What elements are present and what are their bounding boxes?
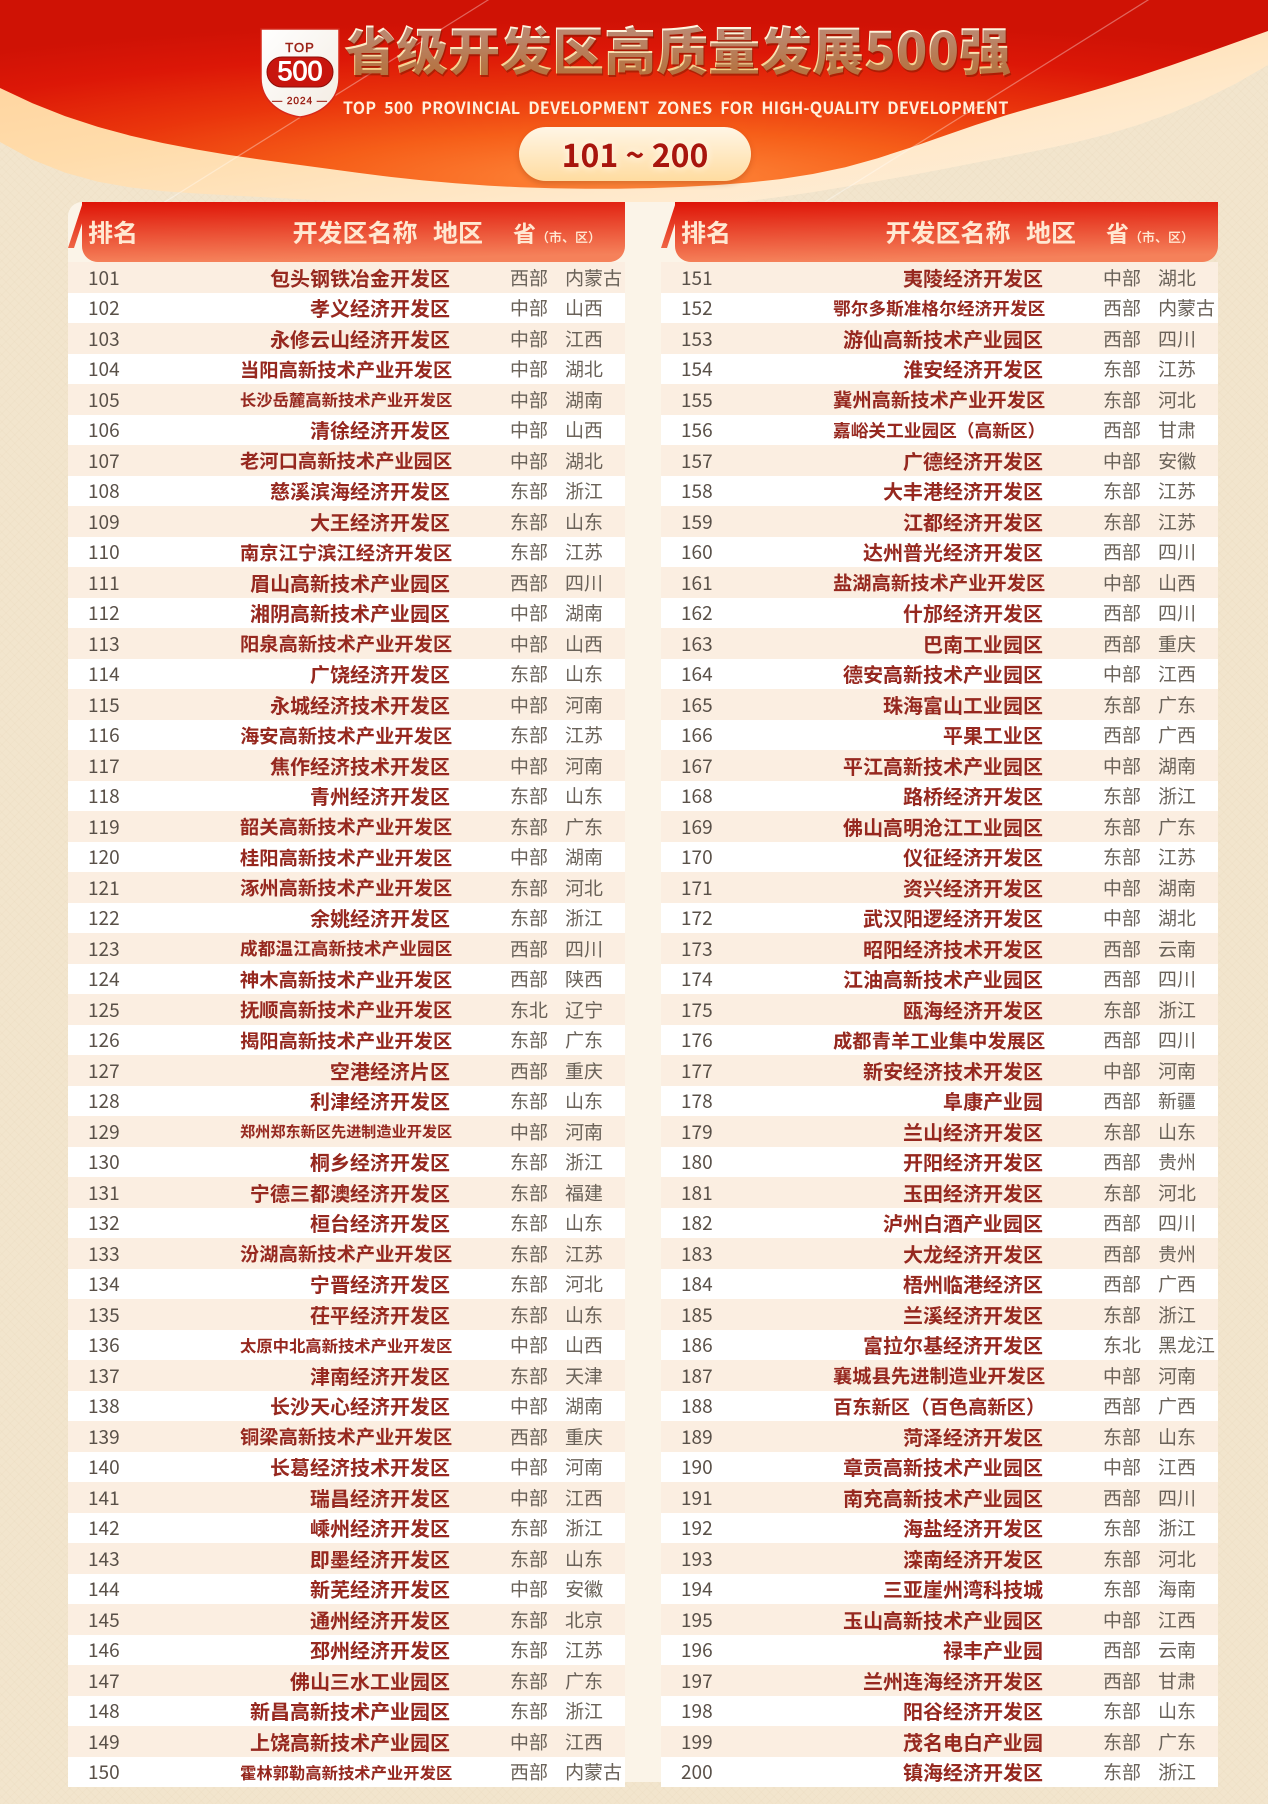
svg-text:500: 500 (277, 56, 322, 86)
svg-text:TOP: TOP (285, 40, 315, 55)
svg-text:— 2024 —: — 2024 — (271, 96, 328, 107)
